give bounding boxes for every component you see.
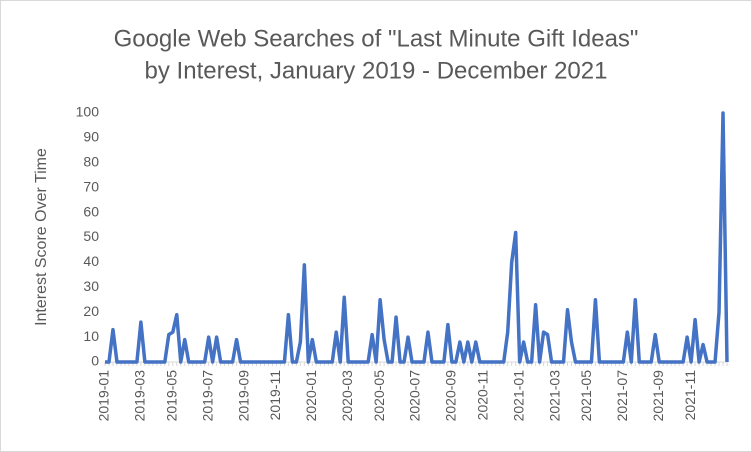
x-tick-label: 2020-03 [339,370,355,422]
y-tick-label: 90 [83,129,99,145]
y-axis-label: Interest Score Over Time [33,148,50,326]
y-tick-label: 30 [83,278,99,294]
y-tick-label: 20 [83,303,99,319]
x-tick-label: 2020-09 [443,370,459,422]
x-tick-label: 2020-01 [303,370,319,422]
x-tick-label: 2020-07 [407,370,423,422]
x-tick-label: 2021-03 [546,370,562,422]
chart-title: Google Web Searches of "Last Minute Gift… [114,25,639,52]
x-tick-label: 2019-11 [267,370,283,421]
y-tick-label: 0 [91,353,99,369]
x-tick-label: 2019-03 [132,370,148,422]
x-tick-label: 2019-05 [163,370,179,422]
x-tick-label: 2019-07 [199,370,215,422]
y-tick-label: 10 [83,328,99,344]
x-tick-label: 2021-11 [682,370,698,421]
x-tick-label: 2019-01 [96,370,112,422]
y-tick-label: 40 [83,253,99,269]
y-tick-label: 100 [76,104,100,120]
y-tick-label: 70 [83,178,99,194]
x-tick-label: 2020-11 [474,370,490,421]
x-tick-label: 2021-01 [510,370,526,422]
y-tick-label: 50 [83,228,99,244]
y-tick-label: 60 [83,203,99,219]
x-tick-label: 2021-05 [578,370,594,422]
x-tick-label: 2020-05 [371,370,387,422]
chart-title: by Interest, January 2019 - December 202… [145,57,608,84]
line [105,111,729,364]
x-tick-label: 2021-07 [614,370,630,422]
y-tick-label: 80 [83,154,99,170]
x-tick-label: 2019-09 [235,370,251,422]
x-tick-label: 2021-09 [650,370,666,422]
